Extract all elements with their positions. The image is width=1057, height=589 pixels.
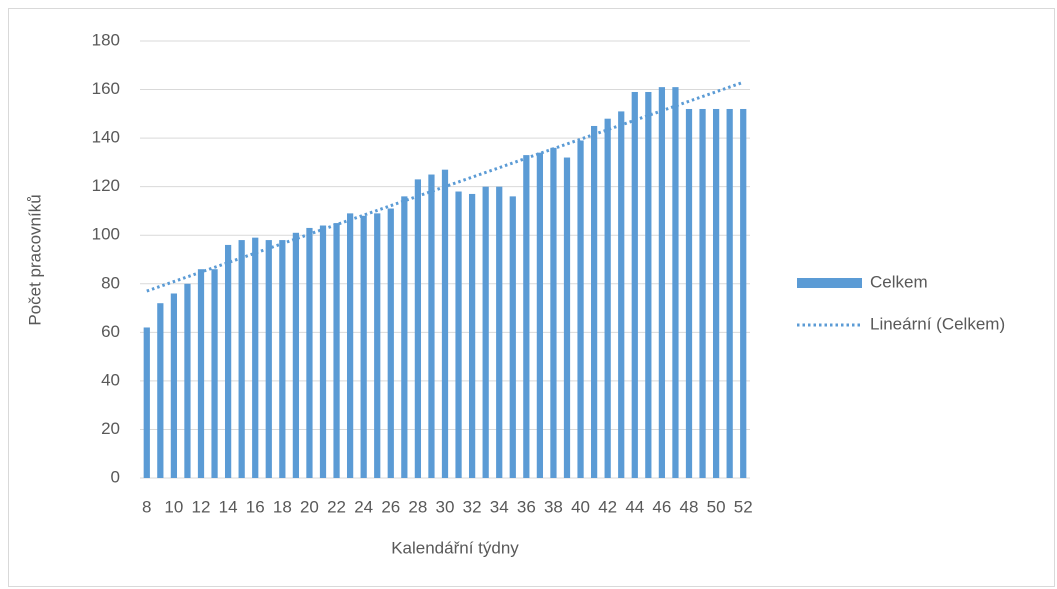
bar	[414, 179, 422, 478]
y-tick-label: 0	[111, 467, 120, 486]
bar	[455, 191, 462, 478]
y-tick-label: 100	[92, 225, 120, 244]
bar	[577, 140, 584, 479]
bar	[509, 196, 516, 478]
x-tick-label: 10	[164, 497, 183, 516]
y-tick-label: 140	[92, 128, 120, 147]
bar	[401, 196, 408, 478]
x-tick-label: 46	[652, 497, 671, 516]
chart-frame	[8, 8, 1055, 587]
legend-label: Lineární (Celkem)	[870, 314, 1005, 333]
y-tick-label: 160	[92, 79, 120, 98]
bar	[184, 283, 191, 478]
bar	[374, 213, 381, 478]
y-tick-label: 40	[101, 370, 120, 389]
y-tick-label: 180	[92, 30, 120, 49]
x-tick-label: 44	[625, 497, 644, 516]
bar	[170, 293, 178, 478]
x-tick-label: 22	[327, 497, 346, 516]
x-tick-label: 28	[408, 497, 427, 516]
bar	[468, 193, 476, 478]
bar	[496, 186, 503, 478]
x-tick-label: 26	[381, 497, 400, 516]
x-tick-label: 52	[734, 497, 753, 516]
x-tick-label: 42	[598, 497, 617, 516]
bar	[333, 223, 340, 478]
y-tick-label: 20	[101, 419, 120, 438]
bar	[360, 215, 367, 479]
bar	[618, 111, 625, 479]
bar	[699, 108, 706, 478]
y-axis-title: Počet pracovníků	[25, 194, 44, 325]
x-tick-label: 32	[463, 497, 482, 516]
bar	[211, 269, 218, 478]
bar	[482, 186, 489, 478]
bar	[224, 244, 232, 478]
bar	[265, 240, 272, 478]
legend-swatch	[797, 278, 862, 288]
bar	[536, 152, 544, 478]
bar	[197, 269, 205, 478]
x-tick-label: 38	[544, 497, 563, 516]
x-tick-label: 16	[246, 497, 265, 516]
bar	[590, 125, 598, 478]
x-axis-title: Kalendářní týdny	[391, 538, 519, 557]
x-tick-label: 40	[571, 497, 590, 516]
legend-label: Celkem	[870, 272, 928, 291]
bar	[143, 327, 150, 478]
y-tick-label: 120	[92, 176, 120, 195]
bar	[726, 108, 733, 478]
x-tick-label: 24	[354, 497, 373, 516]
bar	[441, 169, 449, 478]
x-tick-label: 34	[490, 497, 509, 516]
x-tick-label: 8	[142, 497, 151, 516]
x-tick-label: 20	[300, 497, 319, 516]
bar	[292, 232, 300, 478]
bar	[306, 227, 313, 478]
y-tick-label: 60	[101, 322, 120, 341]
bar	[157, 303, 164, 478]
x-tick-label: 36	[517, 497, 536, 516]
x-tick-label: 30	[436, 497, 455, 516]
x-tick-label: 18	[273, 497, 292, 516]
bar	[685, 108, 693, 478]
bar	[712, 108, 720, 478]
bar	[604, 118, 611, 478]
bar	[672, 87, 679, 478]
bar	[279, 240, 286, 478]
x-tick-label: 12	[192, 497, 211, 516]
bar	[658, 87, 666, 478]
bar	[238, 240, 245, 478]
bar	[346, 213, 354, 478]
bar	[645, 91, 652, 478]
x-tick-label: 50	[707, 497, 726, 516]
x-tick-label: 14	[219, 497, 238, 516]
bar	[563, 157, 571, 479]
bar	[740, 108, 747, 478]
bar	[428, 174, 435, 478]
bar	[319, 225, 327, 478]
bar	[550, 147, 557, 479]
bar	[631, 91, 638, 478]
trendline	[146, 80, 744, 293]
bar	[252, 237, 259, 478]
y-tick-label: 80	[101, 273, 120, 292]
x-tick-label: 48	[680, 497, 699, 516]
bar	[387, 208, 394, 478]
bar	[523, 155, 530, 478]
